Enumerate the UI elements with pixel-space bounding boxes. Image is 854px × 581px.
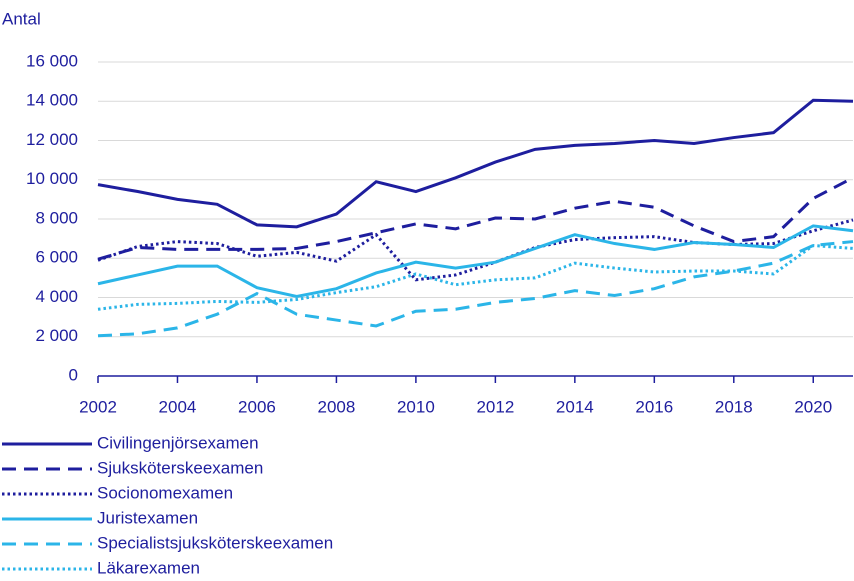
y-tick-label: 0 [69,365,78,384]
legend-label: Civilingenjörsexamen [97,433,259,452]
line-series [97,243,854,311]
y-tick-label: 6 000 [35,248,78,267]
x-tick-label: 2016 [635,397,673,416]
legend-label: Specialistsjuksköterskeexamen [97,533,333,552]
line-series [97,240,854,338]
line-series [97,218,854,282]
y-tick-label: 2 000 [35,326,78,345]
legend-label: Juristexamen [97,508,198,527]
y-tick-label: 8 000 [35,208,78,227]
x-tick-label: 2010 [397,397,435,416]
y-tick-label: 14 000 [26,91,78,110]
x-tick-label: 2006 [238,397,276,416]
x-tick-label: 2008 [318,397,356,416]
y-tick-label: 12 000 [26,130,78,149]
line-series [97,224,854,299]
x-tick-label: 2004 [159,397,197,416]
y-tick-label: 16 000 [26,51,78,70]
line-series [97,176,854,261]
y-axis-label: Antal [2,9,41,28]
line-series [97,98,854,229]
x-tick-label: 2002 [79,397,117,416]
legend-label: Socionomexamen [97,483,233,502]
legend-label: Läkarexamen [97,558,200,577]
x-tick-label: 2020 [794,397,832,416]
x-tick-label: 2012 [476,397,514,416]
y-tick-label: 4 000 [35,287,78,306]
y-tick-label: 10 000 [26,169,78,188]
x-tick-label: 2018 [715,397,753,416]
legend-label: Sjuksköterskeexamen [97,458,263,477]
x-tick-label: 2014 [556,397,594,416]
